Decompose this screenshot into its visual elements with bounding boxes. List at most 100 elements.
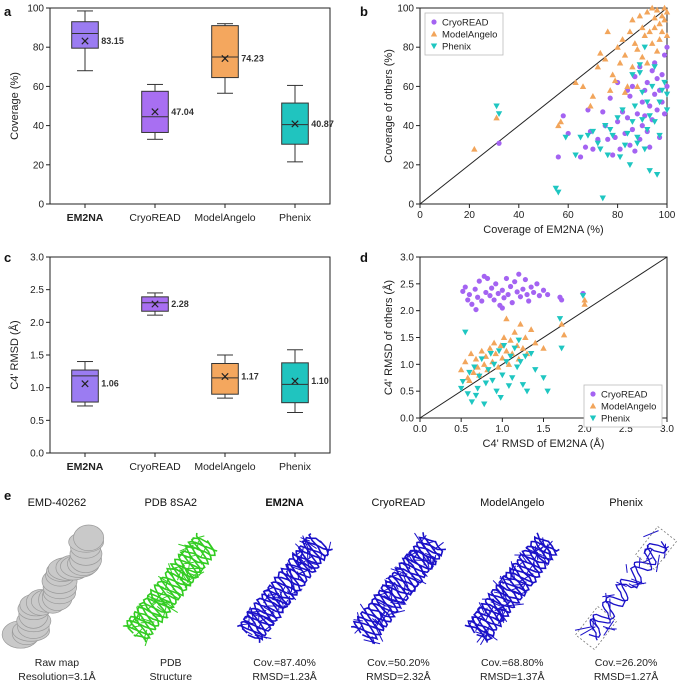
data-point — [661, 52, 668, 58]
data-point — [616, 154, 624, 161]
data-point — [476, 373, 483, 380]
base-pair-rung — [183, 567, 191, 580]
series-phenix — [493, 44, 671, 202]
data-point — [490, 339, 498, 346]
data-point — [629, 126, 636, 133]
base-pair-rung — [645, 548, 653, 560]
base-pair-rung — [131, 625, 141, 628]
base-pair-rung — [476, 613, 485, 619]
data-point — [472, 392, 480, 399]
base-pair-rung — [356, 612, 361, 624]
x-tick-label: 2.5 — [619, 424, 633, 435]
base-pair-rung — [388, 609, 397, 614]
structure-caption-line2: Resolution=3.1Å — [18, 670, 95, 683]
data-point — [497, 395, 504, 401]
mean-marker — [291, 377, 299, 385]
y-axis-title: Coverage (%) — [9, 72, 21, 140]
legend-marker — [430, 43, 438, 50]
base-pair-rung — [400, 591, 410, 604]
data-point — [500, 342, 508, 349]
data-point — [545, 291, 551, 298]
mean-value-label: 74.23 — [241, 54, 264, 64]
data-point — [600, 109, 606, 115]
base-pair-rung — [178, 549, 187, 558]
data-point — [462, 329, 469, 336]
y-tick-label: 40 — [403, 121, 415, 132]
legend-marker — [589, 402, 597, 409]
base-pair-rung — [183, 561, 194, 565]
data-point — [606, 87, 614, 93]
mean-value-label: 2.28 — [171, 299, 189, 309]
base-pair-rung — [371, 618, 385, 629]
base-pair-rung — [499, 611, 508, 623]
data-point — [457, 366, 465, 373]
base-pair-rung — [261, 615, 274, 625]
structure-column: Phenix Cov.=26.20%RMSD=1.27Å — [574, 497, 678, 683]
mean-marker — [221, 54, 229, 63]
base-pair-rung — [420, 534, 427, 543]
base-pair-rung — [134, 613, 139, 623]
data-point — [572, 79, 579, 86]
data-point — [626, 162, 634, 168]
data-point — [555, 154, 561, 160]
data-point — [497, 342, 504, 349]
x-tick-label: 40 — [513, 210, 525, 221]
data-point — [489, 285, 495, 291]
data-point — [517, 320, 524, 327]
data-point — [663, 91, 671, 98]
structure-backbone — [464, 532, 560, 646]
base-pair-rung — [533, 561, 536, 571]
base-pair-rung — [297, 571, 300, 580]
data-point — [468, 399, 476, 406]
data-point — [632, 148, 638, 154]
base-pair-rung — [526, 565, 533, 574]
data-point — [605, 136, 611, 142]
legend-label: CryoREAD — [601, 390, 648, 401]
panel-letter-e: e — [4, 488, 11, 503]
plot-frame — [49, 7, 331, 205]
data-point — [534, 281, 540, 287]
base-pair-rung — [288, 595, 290, 605]
data-point — [631, 40, 639, 46]
base-pair-rung — [411, 575, 427, 585]
base-pair-rung — [264, 587, 274, 592]
legend-label: Phenix — [442, 42, 471, 53]
base-pair-rung — [430, 557, 435, 570]
base-pair-rung — [289, 568, 292, 578]
data-point — [522, 276, 528, 283]
base-pair-rung — [198, 565, 205, 576]
data-point — [495, 111, 503, 118]
y-tick-label: 100 — [27, 4, 44, 15]
data-point — [500, 334, 508, 341]
base-pair-rung — [383, 602, 385, 614]
data-point — [611, 77, 619, 84]
base-pair-rung — [494, 605, 504, 612]
base-pair-rung — [483, 630, 498, 641]
base-pair-rung — [257, 612, 260, 623]
data-point — [493, 388, 500, 395]
data-point — [476, 278, 482, 284]
base-pair-rung — [134, 628, 143, 637]
base-pair-rung — [177, 563, 185, 581]
data-point — [503, 359, 510, 365]
data-point — [624, 83, 631, 89]
data-point — [646, 28, 653, 35]
data-point — [559, 297, 565, 303]
data-point — [467, 350, 475, 357]
base-pair-rung — [127, 616, 137, 630]
y-tick-label: 40 — [33, 121, 45, 132]
base-pair-rung — [152, 590, 165, 604]
box-em2na: 83.15 — [71, 10, 124, 72]
base-pair-rung — [184, 554, 198, 559]
data-point — [621, 142, 629, 149]
data-point — [489, 377, 496, 384]
base-pair-rung — [379, 611, 383, 623]
data-point — [474, 363, 481, 370]
data-point — [653, 47, 661, 54]
data-point — [471, 364, 478, 371]
box-body — [71, 369, 99, 403]
y-tick-label: 2.0 — [30, 318, 44, 329]
base-pair-rung — [141, 618, 154, 623]
base-pair-rung — [418, 566, 428, 577]
mean-marker — [81, 37, 89, 45]
